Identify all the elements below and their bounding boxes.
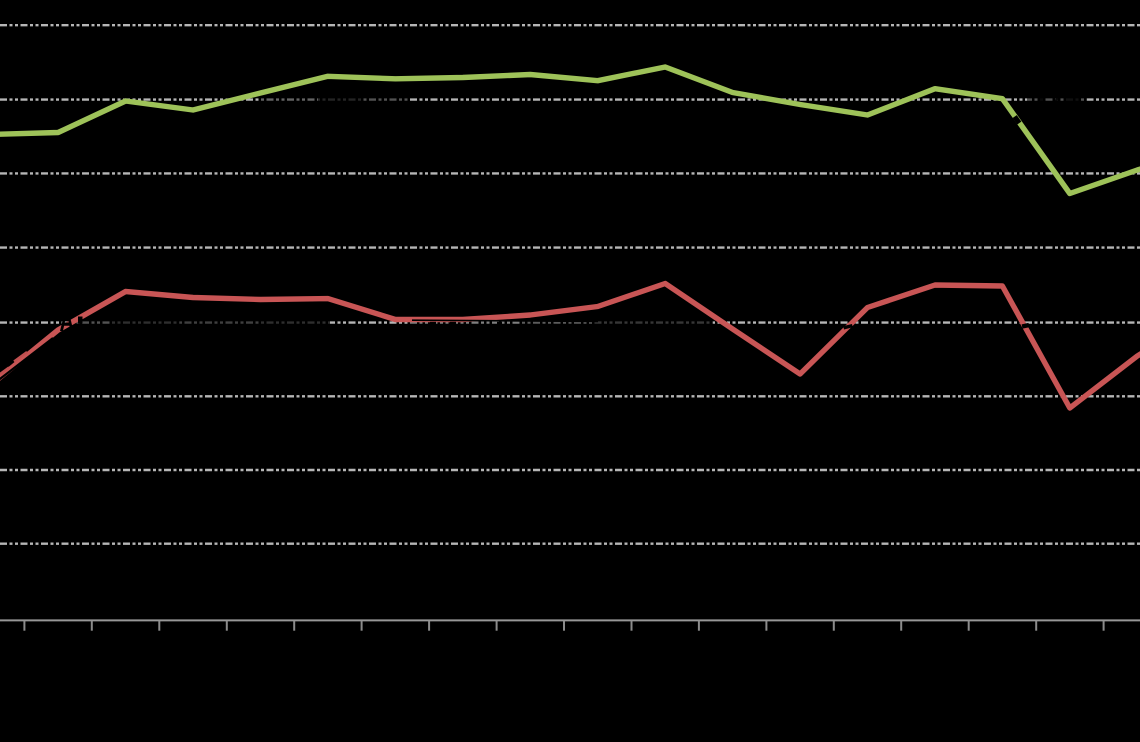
svg-text:A: A <box>59 305 74 338</box>
